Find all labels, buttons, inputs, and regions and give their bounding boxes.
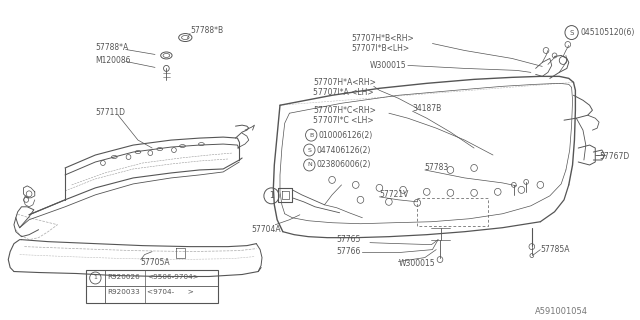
Text: 57707H*C<RH>: 57707H*C<RH> [313, 106, 376, 115]
Text: 045105120(6): 045105120(6) [580, 28, 634, 37]
Text: 57783: 57783 [425, 164, 449, 172]
Text: S: S [307, 148, 311, 153]
Text: 1: 1 [93, 276, 97, 281]
Text: R920026: R920026 [108, 275, 140, 281]
Text: 57707H*B<RH>: 57707H*B<RH> [351, 34, 413, 43]
Text: 023806006(2): 023806006(2) [317, 160, 371, 170]
Text: 57767D: 57767D [599, 151, 629, 161]
Text: 34187B: 34187B [413, 104, 442, 113]
Text: 57711D: 57711D [95, 108, 125, 117]
Text: 57721V: 57721V [380, 190, 409, 199]
Text: <9506-9704>: <9506-9704> [147, 275, 199, 281]
Text: 57766: 57766 [337, 247, 361, 256]
Text: W300015: W300015 [398, 259, 435, 268]
Text: 1: 1 [269, 191, 274, 200]
Text: 57707I*A <LH>: 57707I*A <LH> [313, 88, 374, 97]
Text: A591001054: A591001054 [534, 307, 588, 316]
Text: 57704A: 57704A [252, 225, 281, 234]
Text: R920033: R920033 [108, 289, 140, 295]
Text: 57788*A: 57788*A [95, 43, 129, 52]
Text: N: N [307, 163, 312, 167]
Text: 57707I*B<LH>: 57707I*B<LH> [351, 44, 409, 53]
Text: S: S [570, 29, 574, 36]
Text: 57788*B: 57788*B [190, 26, 223, 35]
Text: 57705A: 57705A [141, 258, 170, 267]
Text: 57785A: 57785A [540, 245, 570, 254]
Text: 57765: 57765 [337, 235, 361, 244]
Text: M120086: M120086 [95, 56, 131, 65]
Text: 047406126(2): 047406126(2) [317, 146, 371, 155]
Text: <9704-      >: <9704- > [147, 289, 195, 295]
Text: W300015: W300015 [370, 61, 406, 70]
Text: 57707I*C <LH>: 57707I*C <LH> [313, 116, 374, 125]
Text: 010006126(2): 010006126(2) [319, 131, 373, 140]
Text: B: B [309, 132, 314, 138]
Text: 57707H*A<RH>: 57707H*A<RH> [313, 78, 376, 87]
